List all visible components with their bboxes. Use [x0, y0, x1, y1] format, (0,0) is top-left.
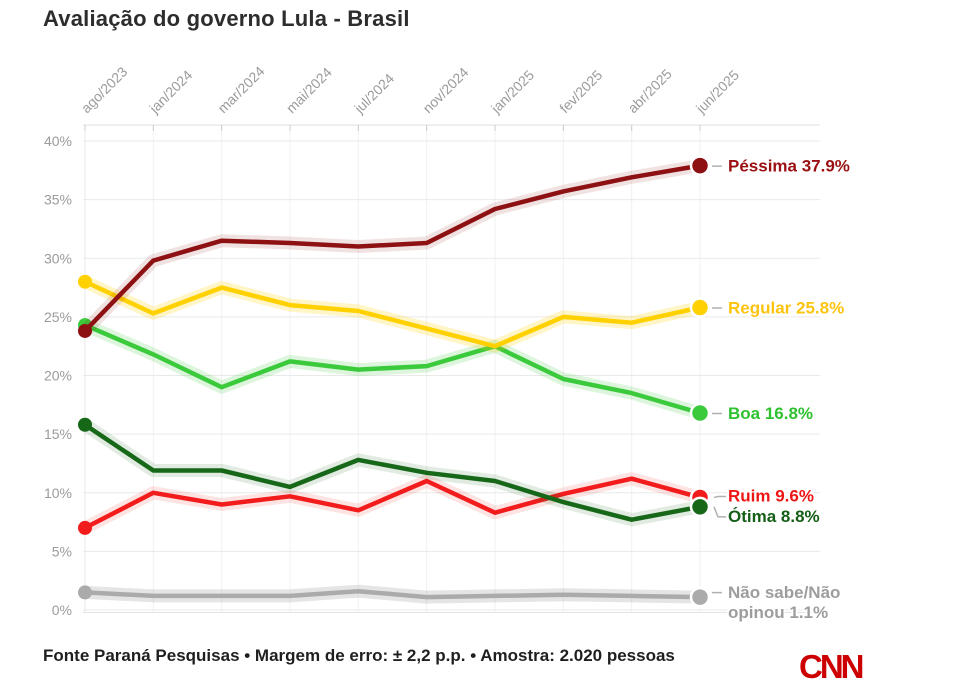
- legend-label-ruim: Ruim 9.6%: [728, 486, 814, 505]
- legend-label-nao-sabe-nao-opinou: Não sabe/Não opinou 1.1%: [728, 583, 840, 622]
- series-nao-sabe-nao-opinou: [78, 584, 707, 604]
- legend-label-line: Boa 16.8%: [728, 404, 813, 423]
- x-axis-label: jan/2024: [145, 67, 195, 117]
- start-dot-otima: [78, 417, 92, 432]
- y-axis-label: 35%: [44, 192, 72, 208]
- chart-title: Avaliação do governo Lula - Brasil: [43, 6, 410, 31]
- page: Avaliação do governo Lula - Brasil 0% 5% 1…: [43, 6, 864, 685]
- start-dot-ruim: [78, 520, 92, 535]
- series-line-boa: [82, 322, 703, 416]
- legend-label-boa: Boa 16.8%: [728, 404, 813, 423]
- y-axis-label: 15%: [44, 426, 72, 442]
- x-axis-label: jan/2025: [487, 67, 537, 117]
- x-axis-label: abr/2025: [624, 66, 675, 117]
- source-footnote: Fonte Paraná Pesquisas • Margem de erro:…: [43, 646, 675, 665]
- y-axis-label: 10%: [44, 485, 72, 501]
- series-line-nao-sabe-nao-opinou: [82, 588, 703, 600]
- line-chart-canvas: 0% 5% 10% 15% 20% 25% 30% 35% 40% ago/2023 jan/202…: [44, 63, 852, 624]
- series-line-regular: [82, 279, 703, 349]
- end-dot-otima: [689, 496, 711, 518]
- x-axis-label: jun/2025: [692, 67, 742, 117]
- series-line-otima: [82, 422, 703, 522]
- legend-connector-ruim: [713, 495, 726, 499]
- series-line-pessima: [82, 163, 703, 334]
- y-axis-label: 0%: [52, 602, 72, 618]
- x-axis-label: ago/2023: [78, 63, 131, 116]
- end-dot-boa: [689, 402, 711, 424]
- y-axis-label: 40%: [44, 133, 72, 149]
- end-dot-regular: [689, 297, 711, 318]
- x-axis-label: jul/2024: [350, 70, 397, 117]
- y-axis-label: 30%: [44, 250, 72, 266]
- end-dot-pessima: [689, 155, 711, 176]
- legend-label-line: Péssima 37.9%: [728, 157, 850, 176]
- legend-label-pessima: Péssima 37.9%: [728, 157, 850, 176]
- series-boa: [78, 318, 707, 420]
- y-axis-label: 5%: [52, 543, 72, 559]
- series-error-band-regular: [78, 275, 707, 353]
- series-pessima: [78, 159, 707, 338]
- start-dot-regular: [78, 274, 92, 289]
- start-dot-pessima: [78, 323, 92, 338]
- series-ruim: [78, 472, 707, 535]
- series-regular: [78, 274, 707, 353]
- y-axis-label: 25%: [44, 309, 72, 325]
- legend-label-line: Não sabe/Não: [728, 583, 840, 602]
- x-axis-label: mar/2024: [214, 63, 267, 116]
- legend-label-line: Ruim 9.6%: [728, 486, 814, 505]
- x-axis-label: nov/2024: [419, 64, 471, 116]
- series-otima: [78, 417, 707, 527]
- legend-connector-otima: [713, 506, 726, 518]
- series-line-ruim: [82, 476, 703, 531]
- cnn-logo: CNN: [799, 648, 864, 685]
- legend-label-line: Ótima 8.8%: [728, 507, 820, 526]
- y-axis-label: 20%: [44, 368, 72, 384]
- x-axis-label: fev/2025: [556, 67, 605, 116]
- legend-label-line: opinou 1.1%: [728, 603, 828, 622]
- end-dot-nao-sabe-nao-opinou: [689, 586, 711, 608]
- legend-label-regular: Regular 25.8%: [728, 298, 844, 317]
- legend-label-line: Regular 25.8%: [728, 298, 844, 317]
- x-axis-label: mai/2024: [283, 64, 335, 116]
- start-dot-nao-sabe-nao-opinou: [78, 585, 92, 600]
- legend-label-otima: Ótima 8.8%: [728, 507, 820, 526]
